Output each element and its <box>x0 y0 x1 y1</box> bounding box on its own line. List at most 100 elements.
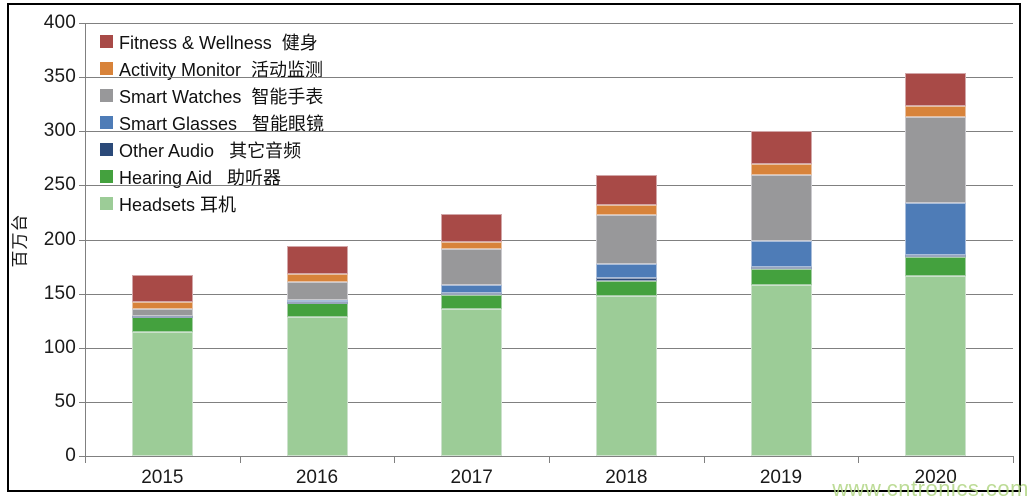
bar-segment <box>595 280 657 296</box>
gridline <box>85 77 1013 79</box>
legend-item: Headsets 耳机 <box>100 190 324 217</box>
gridline <box>85 185 1013 187</box>
x-tick-label: 2016 <box>295 467 339 488</box>
gridline <box>85 347 1013 349</box>
y-tick-mark <box>79 401 85 403</box>
legend-item: Fitness & Wellness 健身 <box>100 28 324 55</box>
gridline <box>85 23 1013 24</box>
y-tick-mark <box>79 131 85 133</box>
x-tick-mark <box>858 456 860 463</box>
bar-segment <box>441 294 503 309</box>
y-tick-label: 400 <box>43 12 76 33</box>
legend: Fitness & Wellness 健身 Activity Monitor 活动… <box>100 28 324 217</box>
legend-swatch-icon <box>100 170 113 183</box>
x-tick-mark <box>1013 456 1014 463</box>
y-tick-label: 300 <box>43 120 76 142</box>
watermark: www.cntronics.com <box>832 476 1029 501</box>
y-tick-label: 100 <box>43 336 76 358</box>
bar-segment <box>441 213 503 242</box>
legend-swatch-icon <box>100 116 113 129</box>
bar-segment <box>286 281 348 301</box>
bar-segment <box>595 174 657 205</box>
y-tick-mark <box>79 185 85 187</box>
y-tick-label: 200 <box>43 228 76 250</box>
bar-segment <box>595 295 657 456</box>
bar-segment <box>131 317 193 332</box>
bar-segment <box>750 266 812 269</box>
bar-segment <box>131 316 193 319</box>
gridline <box>85 131 1013 133</box>
legend-swatch-icon <box>100 197 113 210</box>
x-tick-label: 2020 <box>914 467 957 488</box>
y-axis-title: 百万台 <box>10 213 30 268</box>
bar-segment <box>286 300 348 303</box>
y-tick-mark <box>79 347 85 349</box>
y-tick-mark <box>79 239 85 241</box>
bar-segment <box>905 202 967 255</box>
bar-segment <box>131 302 193 309</box>
y-tick-mark <box>79 77 85 79</box>
bar-segment <box>441 241 503 250</box>
legend-item: Smart Watches 智能手表 <box>100 82 324 109</box>
bar-segment <box>905 106 967 118</box>
bar-segment <box>905 72 967 107</box>
bar-segment <box>750 284 812 456</box>
x-tick-label: 2018 <box>605 467 648 488</box>
legend-label: Smart Watches 智能手表 <box>119 86 324 107</box>
gridline <box>85 293 1013 295</box>
bar-segment <box>595 264 657 279</box>
legend-label: Activity Monitor 活动监测 <box>119 59 324 80</box>
x-tick-mark <box>239 456 241 463</box>
x-tick-mark <box>394 456 396 463</box>
legend-label: Headsets 耳机 <box>119 194 237 215</box>
legend-swatch-icon <box>100 89 113 102</box>
gridline <box>85 401 1013 403</box>
x-tick-mark <box>703 456 705 463</box>
bar-segment <box>131 331 193 456</box>
legend-label: Hearing Aid 助听器 <box>119 167 282 188</box>
x-tick-label: 2019 <box>759 467 803 488</box>
y-tick-label: 350 <box>43 66 76 88</box>
bar-segment <box>905 276 967 456</box>
bar-segment <box>286 303 348 318</box>
y-tick-label: 150 <box>43 282 76 304</box>
legend-label: Fitness & Wellness 健身 <box>119 32 318 53</box>
bar-segment <box>286 302 348 305</box>
bar-segment <box>905 256 967 277</box>
y-tick-label: 250 <box>43 174 76 196</box>
legend-label: Smart Glasses 智能眼镜 <box>119 113 325 134</box>
x-axis <box>79 456 1013 457</box>
bar-segment <box>750 268 812 285</box>
bar-segment <box>750 174 812 241</box>
bar-segment <box>905 117 967 203</box>
bar-segment <box>286 245 348 275</box>
legend-item: Other Audio 其它音频 <box>100 136 324 163</box>
y-tick-mark <box>79 293 85 295</box>
bar-segment <box>595 204 657 215</box>
y-tick-label: 0 <box>65 445 76 466</box>
bar-segment <box>441 292 503 295</box>
bar-segment <box>595 278 657 281</box>
bar-segment <box>750 131 812 164</box>
legend-item: Smart Glasses 智能眼镜 <box>100 109 324 136</box>
bar-segment <box>286 274 348 282</box>
x-tick-mark <box>549 456 550 463</box>
bar-segment <box>286 317 348 456</box>
legend-swatch-icon <box>100 143 113 156</box>
bar-segment <box>905 254 967 257</box>
x-tick-label: 2015 <box>141 467 184 488</box>
x-tick-label: 2017 <box>450 467 493 488</box>
y-tick-label: 50 <box>54 390 76 412</box>
bar-segment <box>131 275 193 303</box>
bar-segment <box>441 284 503 293</box>
bar-segment <box>595 214 657 265</box>
gridline <box>85 239 1013 241</box>
bar-segment <box>750 163 812 175</box>
bar-segment <box>441 308 503 456</box>
legend-label: Other Audio 其它音频 <box>119 140 302 161</box>
y-axis <box>85 23 86 456</box>
legend-item: Hearing Aid 助听器 <box>100 163 324 190</box>
legend-swatch-icon <box>100 62 113 75</box>
bar-segment <box>750 240 812 267</box>
